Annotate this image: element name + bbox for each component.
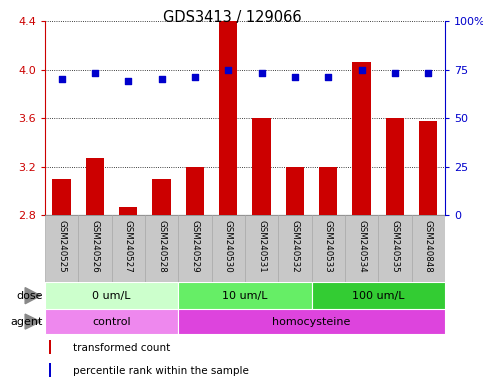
Point [357,66,366,73]
Text: GDS3413 / 129066: GDS3413 / 129066 [162,10,301,25]
Bar [49,340,51,354]
Bar [178,215,212,282]
Bar [153,179,170,215]
Text: dose: dose [16,291,43,301]
Text: 10 um/L: 10 um/L [222,291,268,301]
Text: percentile rank within the sample: percentile rank within the sample [73,366,249,376]
Bar [245,215,278,282]
Bar [119,207,137,215]
Text: GSM240525: GSM240525 [57,220,66,273]
Point [58,76,66,83]
Text: GSM240532: GSM240532 [290,220,299,273]
Bar [45,215,78,282]
Text: 100 um/L: 100 um/L [352,291,404,301]
Bar [378,215,412,282]
Text: GSM240533: GSM240533 [324,220,333,273]
Bar [419,121,437,215]
Bar [45,282,178,309]
Point [425,70,432,76]
Bar [278,215,312,282]
Bar [49,362,51,376]
Text: GSM240535: GSM240535 [390,220,399,273]
Bar [353,62,370,215]
Bar [186,167,204,215]
Bar [312,215,345,282]
Text: GSM240526: GSM240526 [90,220,99,273]
Bar [312,282,445,309]
Point [225,66,232,73]
Point [391,70,399,76]
Bar [178,309,445,334]
Point [291,74,298,80]
Point [191,74,199,80]
Text: transformed count: transformed count [73,343,170,353]
Bar [286,167,304,215]
Bar [145,215,178,282]
Bar [112,215,145,282]
Point [91,70,99,76]
Bar [253,118,270,215]
Text: GSM240528: GSM240528 [157,220,166,273]
Polygon shape [25,288,41,304]
Bar [86,158,104,215]
Point [125,78,132,84]
Text: GSM240534: GSM240534 [357,220,366,273]
Text: GSM240529: GSM240529 [190,220,199,273]
Bar [53,179,71,215]
Bar [219,21,237,215]
Text: GSM240530: GSM240530 [224,220,233,273]
Bar [45,309,178,334]
Text: control: control [92,316,131,327]
Text: GSM240527: GSM240527 [124,220,133,273]
Bar [319,167,337,215]
Text: GSM240848: GSM240848 [424,220,433,273]
Bar [78,215,112,282]
Bar [386,118,404,215]
Bar [412,215,445,282]
Point [325,74,332,80]
Text: agent: agent [10,316,43,327]
Text: homocysteine: homocysteine [272,316,351,327]
Polygon shape [25,314,41,329]
Text: 0 um/L: 0 um/L [92,291,131,301]
Bar [212,215,245,282]
Point [258,70,266,76]
Bar [178,282,312,309]
Point [158,76,166,83]
Text: GSM240531: GSM240531 [257,220,266,273]
Bar [345,215,378,282]
